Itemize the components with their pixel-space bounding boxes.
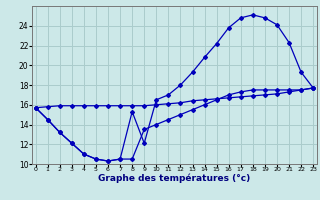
X-axis label: Graphe des températures (°c): Graphe des températures (°c) [98,174,251,183]
